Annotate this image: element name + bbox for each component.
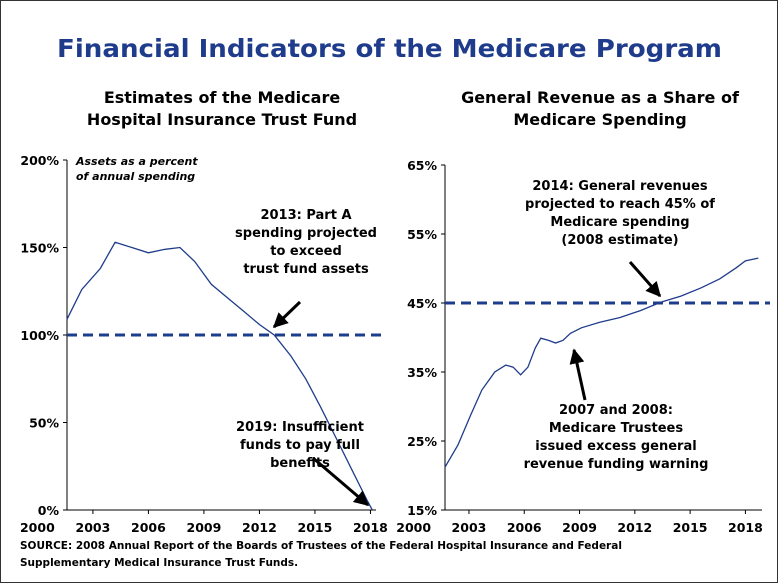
x-tick-label: 2015 [298,520,333,535]
annotation-arrow [312,456,370,507]
axis-note-line: of annual spending [76,170,195,183]
y-tick-label: 65% [407,158,437,173]
x-tick-label: 2009 [562,520,597,535]
chart-title: General Revenue as a Share of Medicare Sp… [461,88,740,129]
annotation-line: (2008 estimate) [561,233,678,248]
annotation: 2014: General revenues projected to reach… [525,179,715,248]
x-tick-label: 2012 [617,520,652,535]
y-tick-label: 200% [20,153,59,168]
annotation-line: Medicare Trustees [549,421,683,436]
annotation: 2007 and 2008: Medicare Trustees issued ex… [524,403,709,472]
annotation-line: 2007 and 2008: [559,403,673,418]
x-tick-label: 2018 [353,520,388,535]
annotation-line: 2013: Part A [260,208,351,223]
data-line [66,241,373,511]
x-tick-label: 2000 [20,520,55,535]
x-tick-label: 2009 [187,520,222,535]
annotation-line: spending projected [235,226,377,241]
x-tick-label: 2003 [452,520,487,535]
chart-title-line: Hospital Insurance Trust Fund [87,110,357,129]
y-tick-label: 35% [407,365,437,380]
annotation-arrow [272,300,302,329]
source-note-line: SOURCE: 2008 Annual Report of the Boards… [20,540,622,552]
data-line [444,257,759,468]
chart-title: Estimates of the Medicare Hospital Insura… [87,88,357,129]
annotation-line: issued excess general [535,439,696,454]
annotation-line: 2014: General revenues [532,179,707,194]
x-tick-label: 2018 [728,520,763,535]
chart-title-line: General Revenue as a Share of [461,88,740,107]
page-title: Financial Indicators of the Medicare Pro… [57,34,722,63]
y-tick-label: 150% [20,241,59,256]
y-tick-label: 45% [407,296,437,311]
annotation-line: revenue funding warning [524,457,709,472]
source-note: SOURCE: 2008 Annual Report of the Boards… [20,540,622,569]
source-note-line: Supplementary Medical Insurance Trust Fu… [20,557,298,569]
x-tick-label: 2000 [396,520,431,535]
x-tick-label: 2015 [673,520,708,535]
annotation-line: Medicare spending [550,215,689,230]
x-tick-label: 2012 [242,520,277,535]
axis-note: Assets as a percent of annual spending [75,155,198,183]
x-tick-label: 2003 [76,520,111,535]
chart-title-line: Estimates of the Medicare [104,88,341,107]
y-tick-label: 25% [407,434,437,449]
chart-title-line: Medicare Spending [513,110,686,129]
annotation-line: funds to pay full [240,438,360,453]
annotation-arrow [569,348,587,401]
annotation-arrow [628,261,662,298]
y-tick-label: 100% [20,328,59,343]
axis-note-line: Assets as a percent [75,155,198,168]
y-tick-label: 50% [29,416,59,431]
y-tick-label: 55% [407,227,437,242]
y-tick-label: 0% [38,503,60,518]
annotation-line: trust fund assets [243,262,369,277]
annotation-line: to exceed [270,244,342,259]
x-tick-label: 2006 [131,520,166,535]
y-tick-label: 15% [407,503,437,518]
annotation: 2013: Part A spending projected to exceed t… [235,208,377,277]
x-tick-label: 2006 [507,520,542,535]
annotation-line: projected to reach 45% of [525,197,715,212]
annotation-line: 2019: Insufficient [236,420,364,435]
